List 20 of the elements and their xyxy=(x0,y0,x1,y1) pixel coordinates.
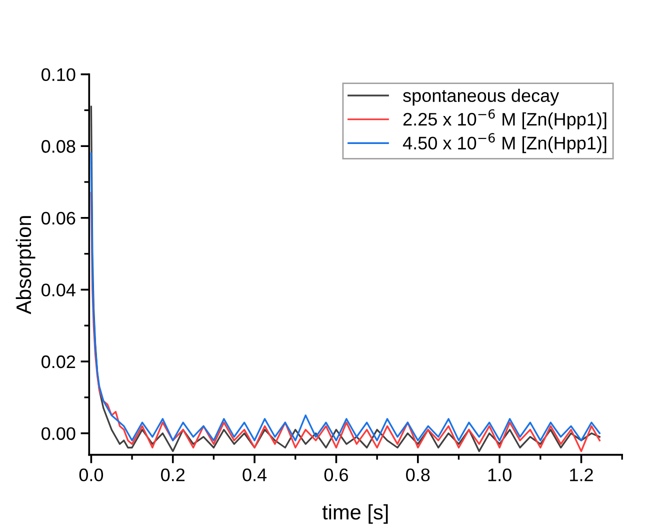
x-tick-label: 0.6 xyxy=(324,468,348,482)
line-series xyxy=(90,152,600,442)
x-axis-title: time [s] xyxy=(322,504,388,524)
line-series xyxy=(90,192,600,452)
x-tick-label: 0.0 xyxy=(79,468,104,482)
y-tick-label: 0.08 xyxy=(42,140,76,153)
x-tick-label: 0.8 xyxy=(406,468,430,482)
legend-label: 4.50 x 10$^{−6}$ M [Zn(Hpp1)] xyxy=(402,133,606,154)
x-tick-label: 1.0 xyxy=(488,468,512,482)
x-tick-label: 1.2 xyxy=(570,468,593,482)
y-tick-label: 0.10 xyxy=(42,68,76,82)
legend-label: 2.25 x 10$^{−6}$ M [Zn(Hpp1)] xyxy=(403,109,606,130)
y-tick-label: 0.00 xyxy=(42,427,76,440)
y-tick-label: 0.06 xyxy=(42,212,76,225)
y-axis-title: Absorption xyxy=(16,216,36,314)
y-tick-label: 0.02 xyxy=(42,355,76,368)
x-tick-label: 0.2 xyxy=(161,468,185,482)
legend-label: spontaneous decay xyxy=(403,88,560,106)
y-tick-label: 0.04 xyxy=(42,284,76,296)
x-tick-label: 0.4 xyxy=(242,468,267,482)
